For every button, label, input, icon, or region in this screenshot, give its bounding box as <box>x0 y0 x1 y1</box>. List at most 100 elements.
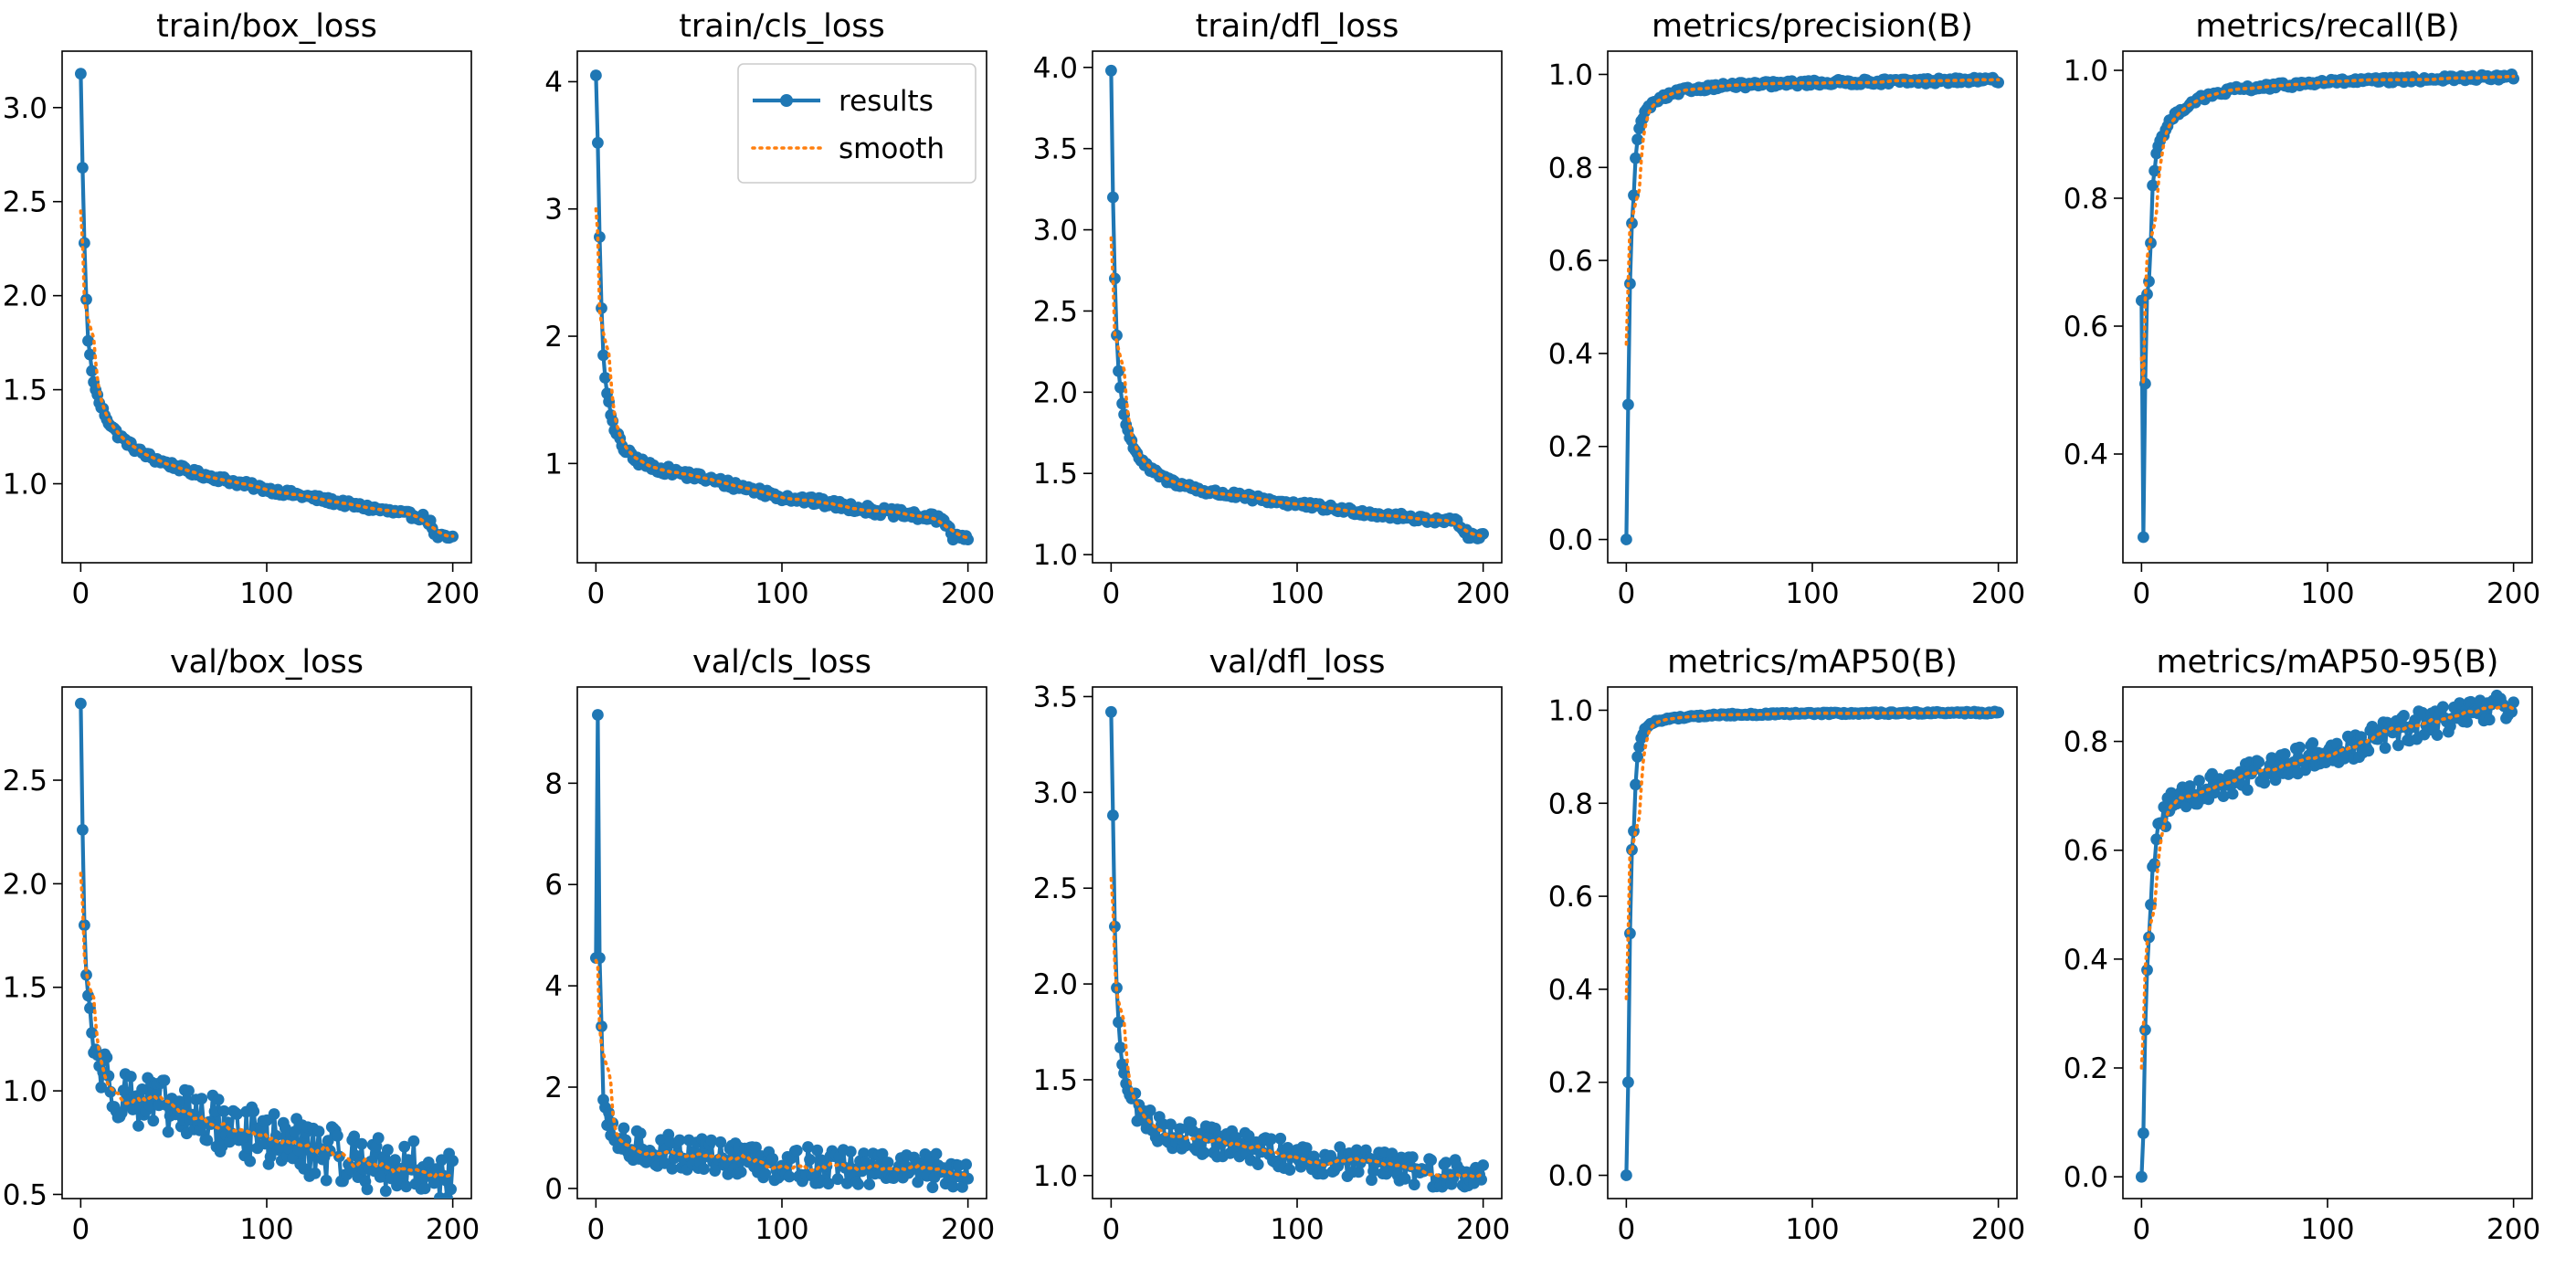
y-tick-label: 6 <box>544 869 563 902</box>
subplot: train/cls_loss 0 100 200 1 2 3 4 results smooth <box>544 8 995 610</box>
x-tick-label: 200 <box>1456 1213 1510 1246</box>
subplot: val/cls_loss 0 100 200 0 2 4 6 8 <box>544 644 995 1246</box>
x-tick-label: 0 <box>1617 577 1635 610</box>
x-tick-label: 0 <box>1617 1213 1635 1246</box>
results-point <box>2392 739 2404 752</box>
x-tick-label: 0 <box>586 1213 605 1246</box>
results-point <box>619 1134 632 1146</box>
results-point <box>309 1168 322 1179</box>
results-point <box>117 1084 130 1097</box>
x-tick-label: 100 <box>1270 1213 1324 1246</box>
smooth-line <box>79 872 455 1180</box>
x-tick-label: 0 <box>586 577 605 610</box>
y-tick-label: 3.5 <box>1033 133 1078 166</box>
results-point <box>766 1153 779 1165</box>
results-point <box>124 1071 137 1083</box>
y-tick-label: 2.0 <box>1033 376 1078 409</box>
results-point <box>75 697 87 710</box>
results-point <box>1622 1076 1634 1089</box>
smooth-line <box>1109 236 1485 538</box>
results-point <box>136 1083 149 1095</box>
y-tick-label: 0.4 <box>1548 338 1593 371</box>
legend-smooth-label: smooth <box>839 132 945 165</box>
results-point <box>597 349 609 362</box>
results-point <box>592 136 604 149</box>
y-tick-label: 1 <box>544 448 563 481</box>
x-tick-label: 100 <box>2300 1213 2354 1246</box>
results-point <box>596 1020 607 1032</box>
results-point <box>946 1180 959 1193</box>
subplot-title: train/cls_loss <box>679 8 885 45</box>
y-tick-label: 2.0 <box>1033 968 1078 1001</box>
results-point <box>1198 1146 1210 1159</box>
results-point <box>790 1145 803 1157</box>
results-point <box>2193 775 2205 787</box>
results-point <box>382 1144 394 1157</box>
results-point <box>348 1130 361 1143</box>
results-point <box>634 1127 647 1140</box>
y-tick-label: 0.8 <box>1548 152 1593 185</box>
y-tick-label: 4 <box>544 970 563 1003</box>
y-tick-label: 4.0 <box>1033 52 1078 85</box>
legend-results-label: results <box>839 85 934 118</box>
results-point <box>912 1176 924 1189</box>
x-tick-label: 200 <box>941 577 995 610</box>
x-tick-label: 0 <box>2132 577 2150 610</box>
smooth-line <box>594 206 970 540</box>
y-tick-label: 1.5 <box>1033 458 1078 491</box>
results-point <box>1630 152 1642 164</box>
results-point <box>283 1143 295 1155</box>
results-point <box>2242 784 2254 797</box>
y-tick-label: 0 <box>544 1173 563 1206</box>
results-point <box>698 1163 710 1175</box>
y-tick-label: 0.5 <box>3 1178 48 1211</box>
results-point <box>666 1163 679 1175</box>
y-tick-label: 2.5 <box>3 765 48 798</box>
y-tick-label: 1.5 <box>3 972 48 1005</box>
y-tick-label: 2.5 <box>1033 295 1078 328</box>
results-point <box>217 1104 230 1117</box>
y-tick-label: 0.0 <box>1548 524 1593 557</box>
results-point <box>447 1155 459 1168</box>
results-point <box>858 1147 870 1159</box>
x-tick-label: 100 <box>755 577 808 610</box>
results-point <box>2461 716 2474 728</box>
results-point <box>332 1129 343 1142</box>
results-point <box>1105 64 1117 77</box>
y-tick-label: 0.4 <box>1548 974 1593 1007</box>
y-tick-label: 3 <box>544 194 563 227</box>
results-point <box>759 1168 772 1180</box>
x-tick-label: 200 <box>1971 577 2025 610</box>
results-point <box>2416 706 2429 719</box>
results-point <box>2294 741 2306 754</box>
legend-results-marker <box>780 94 793 107</box>
results-point <box>1265 1133 1277 1146</box>
results-point <box>750 1141 762 1154</box>
results-point <box>926 1181 939 1194</box>
x-tick-label: 200 <box>1456 577 1510 610</box>
results-point <box>2136 1170 2148 1183</box>
legend: results smooth <box>737 63 977 184</box>
results-point <box>428 1177 440 1189</box>
results-point <box>1631 751 1643 763</box>
y-tick-label: 1.5 <box>3 375 48 407</box>
x-tick-label: 100 <box>755 1213 808 1246</box>
subplot-title: train/box_loss <box>156 8 377 45</box>
results-point <box>783 1170 796 1183</box>
x-tick-label: 100 <box>1270 577 1324 610</box>
results-point <box>1107 809 1119 821</box>
results-point <box>320 1174 333 1187</box>
results-point <box>956 1181 968 1193</box>
y-tick-label: 0.8 <box>1548 787 1593 820</box>
results-point <box>1274 1132 1287 1145</box>
results-point <box>201 1134 214 1146</box>
results-point <box>195 1093 208 1104</box>
results-point <box>86 365 98 377</box>
subplot-title: metrics/precision(B) <box>1652 8 1973 45</box>
results-point <box>1179 1139 1192 1152</box>
y-tick-label: 3.5 <box>1033 681 1078 713</box>
results-point <box>1109 272 1121 285</box>
results-point <box>1408 1178 1420 1191</box>
results-point <box>1114 381 1126 394</box>
